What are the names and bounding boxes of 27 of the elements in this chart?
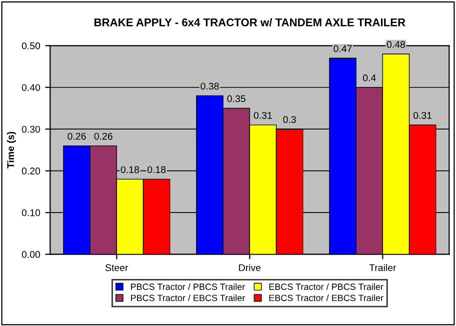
data-label: 0.26 (68, 132, 86, 140)
data-label: 0.35 (227, 95, 246, 102)
data-label: 0.18 (147, 166, 166, 174)
y-tick-label: 0.50 (22, 42, 40, 50)
chart-title: BRAKE APPLY - 6x4 TRACTOR w/ TANDEM AXLE TRAILER (94, 18, 406, 26)
y-tick-label: 0.40 (22, 84, 40, 91)
data-label: 0.4 (362, 74, 376, 82)
data-label: 0.31 (413, 112, 432, 119)
legend-label: PBCS Tractor / EBCS Trailer (131, 294, 245, 302)
data-label: 0.48 (386, 41, 405, 48)
y-tick-label: 0.00 (22, 251, 40, 258)
data-label: 0.31 (254, 112, 272, 119)
legend-label: PBCS Tractor / PBCS Trailer (131, 283, 245, 290)
data-label: 0.3 (283, 116, 296, 124)
data-label: 0.18 (120, 166, 139, 174)
y-tick-label: 0.10 (22, 209, 40, 216)
data-label: 0.26 (94, 132, 112, 140)
legend-label: EBCS Tractor / PBCS Trailer (269, 283, 384, 290)
y-axis-title: Time (s) (6, 132, 16, 168)
data-label: 0.47 (334, 45, 352, 52)
y-tick-label: 0.30 (22, 126, 40, 133)
x-tick-label: Trailer (369, 264, 396, 272)
data-label: 0.38 (200, 82, 219, 90)
x-tick-label: Drive (239, 264, 261, 272)
x-tick-label: Steer (105, 264, 128, 272)
legend-label: EBCS Tractor / EBCS Trailer (269, 294, 384, 302)
y-tick-label: 0.20 (22, 168, 40, 174)
